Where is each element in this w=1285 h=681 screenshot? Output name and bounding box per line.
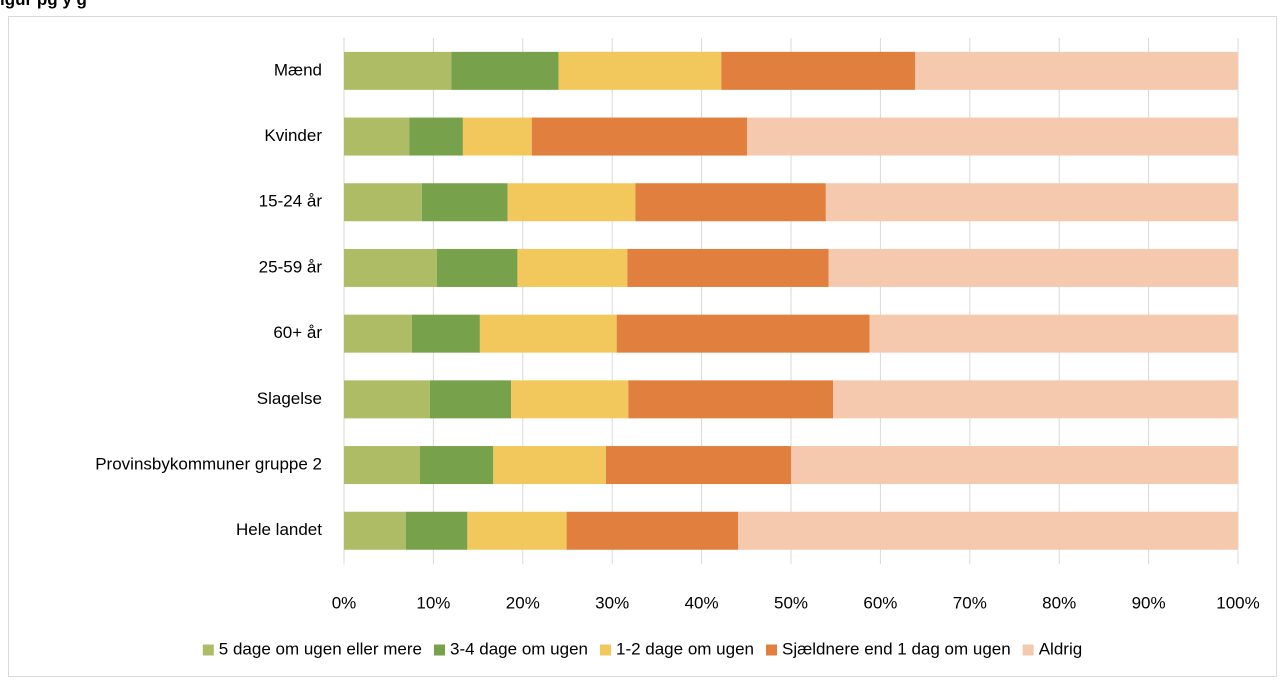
- legend-label: 5 dage om ugen eller mere: [219, 639, 422, 658]
- category-label: Kvinder: [264, 126, 322, 145]
- bar-segment: [467, 511, 567, 550]
- category-label: 15-24 år: [259, 192, 323, 211]
- bar-segment: [344, 314, 412, 353]
- bar-segment: [429, 380, 512, 419]
- bar-segment: [869, 314, 1238, 353]
- legend-swatch: [433, 644, 445, 656]
- legend-label: Sjældnere end 1 dag om ugen: [782, 639, 1011, 658]
- bar-segment: [344, 117, 410, 156]
- bar-segment: [419, 446, 494, 485]
- bar-segment: [344, 446, 420, 485]
- x-tick-label: 60%: [863, 593, 897, 612]
- x-tick-label: 40%: [685, 593, 719, 612]
- category-label: Mænd: [274, 60, 322, 79]
- x-tick-label: 100%: [1216, 593, 1259, 612]
- bar-segment: [344, 183, 422, 222]
- bars: [344, 51, 1238, 550]
- bar-segment: [558, 51, 722, 90]
- bar-segment: [566, 511, 739, 550]
- x-tick-label: 10%: [416, 593, 450, 612]
- bar-segment: [833, 380, 1238, 419]
- x-tick-label: 50%: [774, 593, 808, 612]
- bar-segment: [628, 380, 834, 419]
- legend-swatch: [599, 644, 611, 656]
- bar-segment: [627, 248, 829, 287]
- x-tick-label: 80%: [1042, 593, 1076, 612]
- bar-segment: [462, 117, 532, 156]
- bar-segment: [451, 51, 559, 90]
- category-label: Provinsbykommuner gruppe 2: [95, 455, 322, 474]
- bar-segment: [436, 248, 518, 287]
- bar-segment: [411, 314, 480, 353]
- legend-swatch: [1022, 644, 1034, 656]
- bar-segment: [747, 117, 1238, 156]
- bar-segment: [828, 248, 1238, 287]
- category-label: Slagelse: [257, 389, 322, 408]
- chart-title: igur pg y g: [0, 0, 1285, 9]
- bar-segment: [825, 183, 1238, 222]
- legend-swatch: [202, 644, 214, 656]
- category-label: Hele landet: [236, 520, 322, 539]
- bar-segment: [405, 511, 468, 550]
- bar-segment: [344, 511, 406, 550]
- bar-segment: [531, 117, 748, 156]
- bar-segment: [517, 248, 628, 287]
- bar-segment: [915, 51, 1238, 90]
- x-tick-label: 70%: [953, 593, 987, 612]
- bar-segment: [721, 51, 916, 90]
- category-label: 60+ år: [273, 323, 322, 342]
- bar-segment: [421, 183, 508, 222]
- legend-label: Aldrig: [1039, 639, 1082, 658]
- legend-label: 1-2 dage om ugen: [616, 639, 754, 658]
- x-tick-label: 20%: [506, 593, 540, 612]
- x-tick-label: 90%: [1132, 593, 1166, 612]
- x-axis-ticks: 0% 10% 20% 30% 40% 50% 60% 70% 80% 90% 100%: [332, 593, 1260, 612]
- bar-segment: [511, 380, 629, 419]
- legend-swatch: [765, 644, 777, 656]
- bar-segment: [344, 380, 430, 419]
- bar-segment: [635, 183, 826, 222]
- bar-segment: [344, 248, 437, 287]
- bar-segment: [479, 314, 617, 353]
- bar-segment: [493, 446, 606, 485]
- bar-segment: [409, 117, 463, 156]
- bar-segment: [605, 446, 791, 485]
- bar-segment: [616, 314, 870, 353]
- bar-segment: [507, 183, 636, 222]
- legend-label: 3-4 dage om ugen: [450, 639, 588, 658]
- bar-segment: [344, 51, 452, 90]
- legend: 5 dage om ugen eller mere 3-4 dage om uge…: [202, 639, 1082, 658]
- x-tick-label: 30%: [595, 593, 629, 612]
- bar-segment: [791, 446, 1238, 485]
- x-tick-label: 0%: [332, 593, 357, 612]
- category-label: 25-59 år: [259, 257, 323, 276]
- gridlines: [343, 38, 1239, 564]
- bar-segment: [738, 511, 1238, 550]
